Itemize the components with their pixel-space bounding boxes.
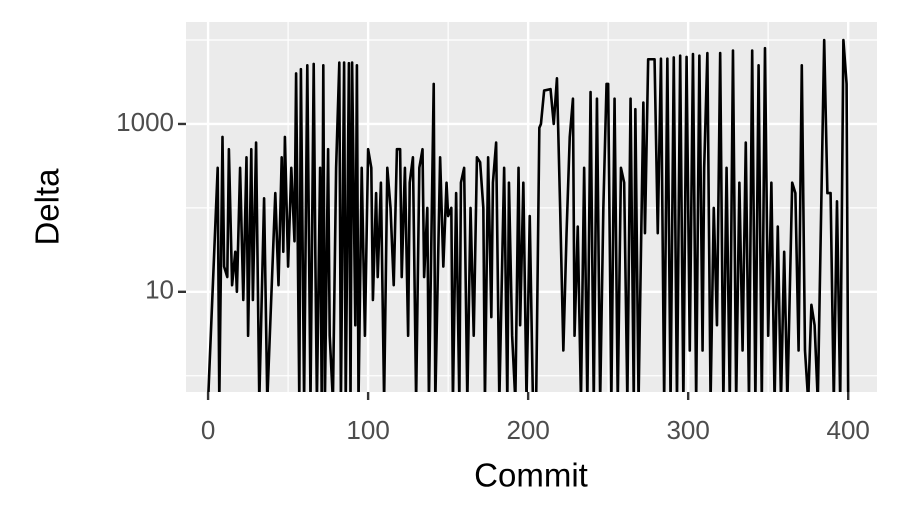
y-tick-label: 10 [145, 275, 174, 305]
y-tick-label: 1000 [116, 107, 174, 137]
x-tick-label: 400 [826, 415, 869, 445]
x-tick-label: 200 [506, 415, 549, 445]
x-tick-label: 0 [201, 415, 215, 445]
x-tick-label: 100 [346, 415, 389, 445]
x-tick-label: 300 [666, 415, 709, 445]
y-axis-title: Delta [29, 168, 66, 246]
x-axis-title: Commit [474, 457, 588, 494]
data-line [207, 38, 850, 392]
